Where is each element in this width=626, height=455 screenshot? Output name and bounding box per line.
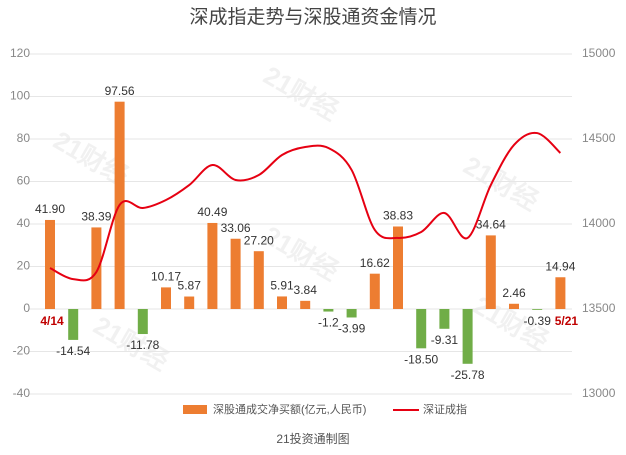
data-label: 41.90: [35, 202, 65, 216]
bar: [277, 296, 287, 309]
y-tick-label: 60: [17, 174, 31, 188]
x-tick-label: 4/14: [40, 314, 64, 328]
data-label: 38.83: [383, 209, 413, 223]
data-label: 14.94: [545, 259, 575, 273]
y-tick-label: 0: [23, 301, 30, 315]
bar: [207, 222, 218, 309]
data-label: -0.39: [524, 314, 552, 328]
y2-tick-label: 13000: [582, 386, 616, 400]
watermark: 21财经: [259, 220, 344, 286]
data-label: 5.91: [270, 279, 294, 293]
bar: [369, 273, 380, 309]
data-label: -3.99: [338, 322, 366, 336]
y-tick-label: 120: [10, 46, 30, 60]
data-label: 10.17: [151, 270, 181, 284]
bar: [184, 296, 195, 309]
bar: [485, 235, 496, 309]
data-label: 27.20: [244, 233, 274, 247]
bar: [137, 309, 148, 335]
y-tick-label: 80: [17, 131, 31, 145]
data-label: 3.84: [294, 283, 318, 297]
data-label: 38.39: [81, 210, 111, 224]
data-label: 16.62: [360, 256, 390, 270]
legend-label: 深证成指: [423, 402, 467, 416]
legend-swatch: [183, 405, 207, 414]
footer: 21投资通制图: [276, 431, 349, 446]
bar: [532, 309, 543, 310]
bar: [393, 226, 403, 309]
bar: [45, 219, 55, 309]
watermark: 21财经: [259, 60, 344, 126]
bar: [91, 227, 102, 309]
y-tick-label: 20: [17, 259, 31, 273]
y2-tick-label: 14000: [582, 216, 616, 230]
data-label: -9.31: [431, 333, 459, 347]
bar: [161, 287, 171, 309]
bar: [68, 309, 79, 340]
data-label: 2.46: [502, 286, 526, 300]
bar: [300, 300, 311, 309]
watermark: 21财经: [459, 150, 544, 216]
legend-label: 深股通成交净买额(亿元,人民币): [213, 402, 366, 416]
y-tick-label: 40: [17, 216, 31, 230]
bar: [555, 277, 566, 309]
y2-tick-label: 14500: [582, 131, 616, 145]
y-tick-label: -20: [13, 344, 31, 358]
bar: [462, 309, 473, 364]
data-label: 33.06: [221, 221, 251, 235]
bar: [416, 309, 427, 349]
y-tick-label: -40: [13, 386, 31, 400]
data-label: -25.78: [451, 368, 485, 382]
bar: [346, 309, 357, 318]
data-label: -1.2: [318, 316, 339, 330]
chart-title: 深成指走势与深股通资金情况: [189, 6, 436, 28]
data-label: 97.56: [105, 84, 135, 98]
data-label: -14.54: [56, 344, 90, 358]
x-tick-label: 5/21: [555, 314, 579, 328]
data-label: -18.50: [404, 352, 438, 366]
data-label: 5.87: [178, 279, 202, 293]
bar: [509, 303, 519, 309]
bar: [253, 251, 264, 309]
bar: [230, 238, 241, 309]
y-tick-label: 100: [10, 89, 30, 103]
data-label: 40.49: [197, 205, 227, 219]
y2-tick-label: 15000: [582, 46, 616, 60]
bar: [439, 309, 450, 329]
y2-tick-label: 13500: [582, 301, 616, 315]
data-label: 34.64: [476, 218, 506, 232]
data-label: -11.78: [126, 338, 159, 352]
bar: [323, 309, 334, 312]
line: [49, 131, 562, 282]
